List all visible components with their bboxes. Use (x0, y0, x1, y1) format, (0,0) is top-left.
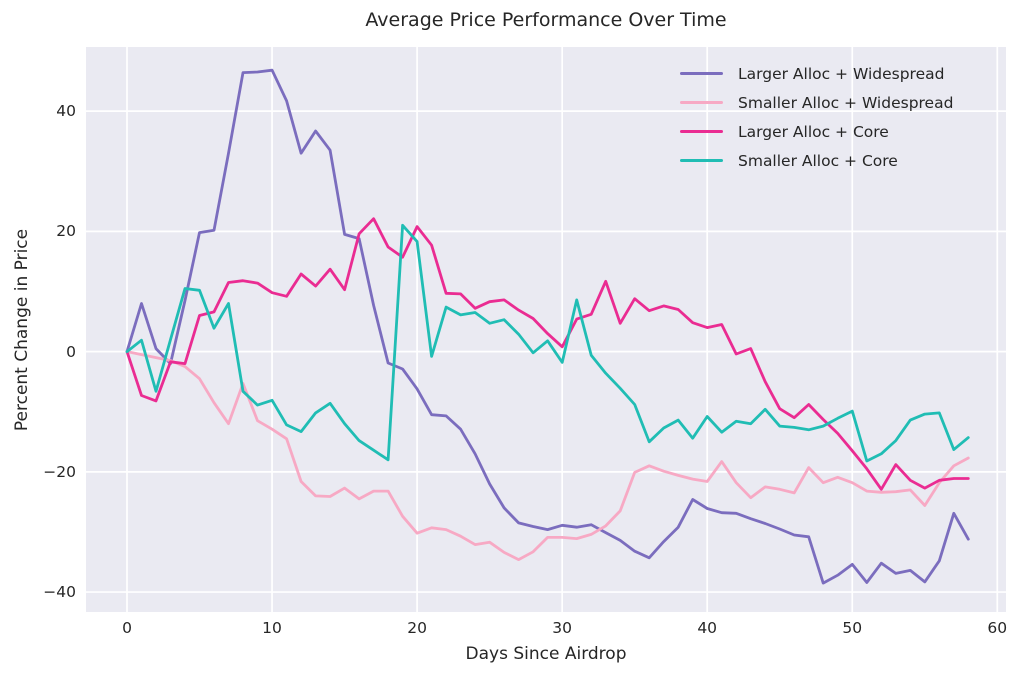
series-line-1 (125, 350, 970, 561)
legend-label: Smaller Alloc + Widespread (738, 93, 954, 112)
legend-item: Larger Alloc + Widespread (680, 59, 953, 88)
y-tick-label: 40 (56, 102, 76, 121)
legend-item: Smaller Alloc + Core (680, 146, 953, 175)
x-tick-label: 60 (987, 619, 1008, 637)
legend-label: Smaller Alloc + Core (738, 151, 898, 170)
legend-label: Larger Alloc + Widespread (738, 64, 945, 83)
x-axis-label: Days Since Airdrop (465, 644, 627, 664)
x-tick-label: 40 (697, 619, 718, 637)
x-tick-label: 10 (262, 619, 282, 637)
legend-label: Larger Alloc + Core (738, 122, 889, 141)
x-tick-label: 0 (122, 619, 132, 637)
x-tick-label: 30 (552, 619, 572, 637)
series-line-3 (125, 223, 970, 463)
legend-item: Larger Alloc + Core (680, 117, 953, 146)
y-tick-label: 20 (56, 222, 76, 241)
y-tick-label: 0 (66, 342, 76, 361)
x-tick-label: 50 (842, 619, 863, 637)
legend: Larger Alloc + Widespread Smaller Alloc … (680, 59, 953, 175)
legend-line-swatch (680, 71, 723, 76)
legend-item: Smaller Alloc + Widespread (680, 88, 953, 117)
series-line-2 (125, 217, 970, 491)
legend-line-swatch (680, 100, 723, 105)
series-line-0 (125, 68, 970, 585)
legend-line-swatch (680, 129, 723, 134)
chart-title: Average Price Performance Over Time (365, 9, 727, 31)
x-tick-label: 20 (407, 619, 427, 637)
legend-line-swatch (680, 158, 723, 163)
y-tick-label: −20 (43, 462, 76, 481)
y-tick-label: −40 (43, 583, 76, 602)
gridlines (86, 47, 1006, 612)
